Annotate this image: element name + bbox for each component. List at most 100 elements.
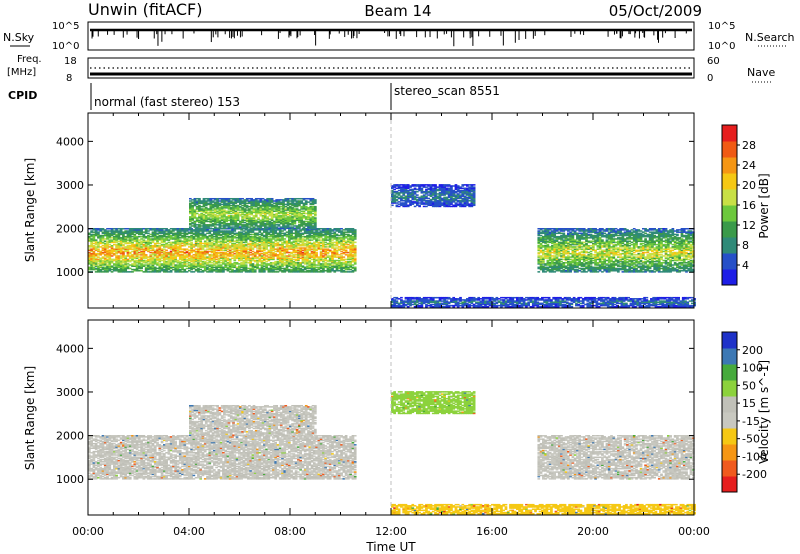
power-echo-cell xyxy=(242,249,246,252)
power-echo-cell xyxy=(97,235,100,238)
power-echo-cell xyxy=(198,210,201,212)
power-echo-cell xyxy=(270,207,274,209)
power-echo-cell xyxy=(162,234,166,237)
power-echo-cell xyxy=(277,200,281,202)
power-echo-cell xyxy=(149,239,153,241)
power-echo-cell xyxy=(165,242,168,245)
power-echo-cell xyxy=(301,233,305,236)
power-echo-cell xyxy=(236,217,240,219)
power-echo-cell xyxy=(158,242,162,245)
power-echo-cell xyxy=(228,267,232,270)
power-echo-cell xyxy=(199,238,203,240)
power-echo-cell xyxy=(201,232,205,235)
power-echo-cell xyxy=(242,234,246,237)
power-echo-cell xyxy=(244,237,248,239)
power-echo-cell xyxy=(295,204,299,207)
power-echo-cell xyxy=(307,226,310,228)
power-echo-cell xyxy=(269,249,273,252)
power-echo-cell xyxy=(194,235,198,238)
power-echo-cell xyxy=(259,219,263,222)
power-echo-cell xyxy=(183,265,187,267)
power-echo-cell xyxy=(208,265,212,267)
power-echo-cell xyxy=(299,243,303,246)
power-echo-cell xyxy=(103,250,107,253)
power-echo-cell xyxy=(240,269,243,272)
power-echo-cell xyxy=(344,247,348,249)
power-echo-cell xyxy=(199,268,203,271)
power-echo-cell xyxy=(209,219,213,222)
power-echo-cell xyxy=(252,203,256,206)
power-echo-cell xyxy=(298,202,301,205)
power-echo-cell xyxy=(183,235,187,238)
power-echo-cell xyxy=(181,262,184,264)
power-echo-cell xyxy=(267,241,271,244)
power-echo-cell xyxy=(353,229,357,231)
power-echo-cell xyxy=(267,235,271,238)
power-echo-cell xyxy=(315,268,318,271)
power-echo-cell xyxy=(206,245,209,247)
power-echo-cell xyxy=(178,269,182,272)
power-echo-cell xyxy=(269,247,273,249)
power-echo-cell xyxy=(108,259,112,262)
power-echo-cell xyxy=(335,238,339,240)
power-echo-cell xyxy=(326,271,330,273)
power-echo-cell xyxy=(274,243,278,246)
power-echo-cell xyxy=(193,209,197,211)
power-echo-cell xyxy=(228,264,232,266)
power-echo-cell xyxy=(229,201,233,203)
power-echo-cell xyxy=(249,235,253,238)
power-echo-cell xyxy=(244,232,248,235)
power-echo-cell xyxy=(347,262,350,264)
power-echo-cell xyxy=(322,264,325,266)
power-echo-cell xyxy=(245,205,249,208)
power-echo-cell xyxy=(340,227,343,230)
power-echo-cell xyxy=(286,211,290,214)
power-echo-cell xyxy=(131,263,134,265)
power-echo-cell xyxy=(122,251,125,254)
power-echo-cell xyxy=(312,247,316,249)
power-echo-cell xyxy=(226,266,230,269)
power-echo-cell xyxy=(106,256,109,258)
power-echo-cell xyxy=(224,259,228,262)
power-echo-cell xyxy=(160,237,164,239)
power-echo-cell xyxy=(235,247,239,249)
power-echo-cell xyxy=(209,221,213,224)
power-echo-cell xyxy=(275,201,279,203)
power-echo-cell xyxy=(94,252,98,255)
power-echo-cell xyxy=(228,271,232,273)
power-echo-cell xyxy=(158,249,162,252)
power-echo-cell xyxy=(160,268,164,271)
power-echo-cell xyxy=(228,260,232,263)
power-echo-cell xyxy=(328,269,332,272)
power-echo-cell xyxy=(342,238,346,240)
power-echo-cell xyxy=(260,242,264,245)
power-echo-cell xyxy=(231,238,234,240)
power-echo-cell xyxy=(270,224,274,226)
power-echo-cell xyxy=(162,233,166,236)
power-echo-cell xyxy=(301,239,305,241)
power-echo-cell xyxy=(267,242,271,245)
power-echo-cell xyxy=(227,210,231,212)
power-echo-cell xyxy=(131,243,134,246)
power-echo-cell xyxy=(292,246,296,248)
power-echo-cell xyxy=(165,258,168,261)
power-echo-cell xyxy=(297,251,300,254)
power-echo-cell xyxy=(283,256,287,258)
power-echo-cell xyxy=(227,225,231,227)
power-echo-cell xyxy=(298,221,301,224)
power-echo-cell xyxy=(158,265,162,267)
power-echo-cell xyxy=(223,218,226,220)
power-echo-cell xyxy=(156,256,159,258)
power-echo-cell xyxy=(200,217,204,219)
power-echo-cell xyxy=(301,249,305,252)
power-echo-cell xyxy=(262,241,266,244)
power-echo-cell xyxy=(213,197,217,200)
power-echo-cell xyxy=(231,234,234,237)
power-echo-cell xyxy=(193,220,197,223)
power-echo-cell xyxy=(297,259,300,262)
power-echo-cell xyxy=(347,235,350,238)
power-echo-cell xyxy=(135,240,139,243)
power-echo-cell xyxy=(228,246,232,248)
power-echo-cell xyxy=(322,256,325,258)
power-echo-cell xyxy=(106,245,109,247)
